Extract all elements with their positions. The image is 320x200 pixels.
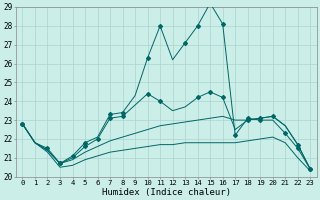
X-axis label: Humidex (Indice chaleur): Humidex (Indice chaleur) — [102, 188, 231, 197]
